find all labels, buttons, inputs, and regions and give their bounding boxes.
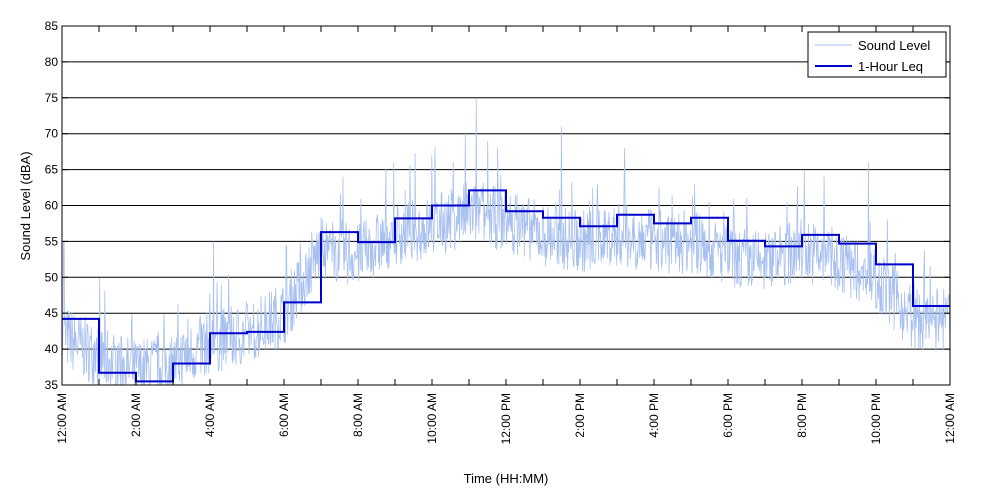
- legend-label-leq: 1-Hour Leq: [858, 59, 923, 74]
- x-tick-label: 2:00 PM: [573, 393, 587, 438]
- y-axis-label: Sound Level (dBA): [18, 151, 33, 260]
- y-tick-label: 70: [45, 127, 59, 141]
- y-tick-label: 55: [45, 234, 59, 248]
- x-tick-label: 8:00 AM: [351, 393, 365, 437]
- legend-box: [807, 31, 947, 78]
- series-layer: [61, 97, 951, 386]
- x-tick-label: 4:00 PM: [647, 393, 661, 438]
- series-leq-step-line: [62, 189, 950, 383]
- x-tick-label: 6:00 PM: [721, 393, 735, 438]
- series-sound-level-line: [61, 97, 951, 386]
- legend: Sound Level 1-Hour Leq: [807, 31, 947, 78]
- y-tick-label: 80: [45, 55, 59, 69]
- x-tick-label: 12:00 PM: [499, 393, 513, 444]
- x-tick-label: 6:00 AM: [277, 393, 291, 437]
- y-tick-label: 65: [45, 163, 59, 177]
- x-tick-label: 12:00 AM: [55, 393, 69, 444]
- y-tick-label: 60: [45, 199, 59, 213]
- y-tick-label: 40: [45, 342, 59, 356]
- y-tick-label: 35: [45, 378, 59, 392]
- x-axis-label: Time (HH:MM): [464, 471, 549, 486]
- y-tick-label: 75: [45, 91, 59, 105]
- y-tick-label: 85: [45, 19, 59, 33]
- legend-label-sound-level: Sound Level: [858, 38, 930, 53]
- x-tick-label: 10:00 AM: [425, 393, 439, 444]
- x-tick-label: 4:00 AM: [203, 393, 217, 437]
- x-tick-label: 12:00 AM: [943, 393, 957, 444]
- x-tick-label: 2:00 AM: [129, 393, 143, 437]
- y-tick-label: 50: [45, 270, 59, 284]
- x-tick-label: 10:00 PM: [869, 393, 883, 444]
- x-tick-label: 8:00 PM: [795, 393, 809, 438]
- y-tick-label: 45: [45, 306, 59, 320]
- axis-ticks: 35 40 45 50 55 60 65 70 75 80 85 12:00 AM 2:00 AM 4:0…: [45, 19, 957, 444]
